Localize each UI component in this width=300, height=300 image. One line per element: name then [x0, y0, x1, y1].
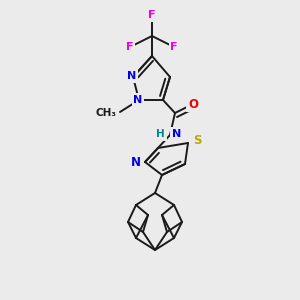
Text: F: F — [170, 42, 178, 52]
Text: CH₃: CH₃ — [96, 108, 117, 118]
Text: N: N — [131, 155, 141, 169]
Text: N: N — [172, 129, 181, 139]
Text: F: F — [148, 10, 156, 20]
Text: F: F — [126, 42, 134, 52]
Text: N: N — [134, 95, 142, 105]
Text: H: H — [156, 129, 165, 139]
Text: O: O — [188, 98, 198, 110]
Text: N: N — [128, 71, 136, 81]
Text: S: S — [193, 134, 202, 148]
